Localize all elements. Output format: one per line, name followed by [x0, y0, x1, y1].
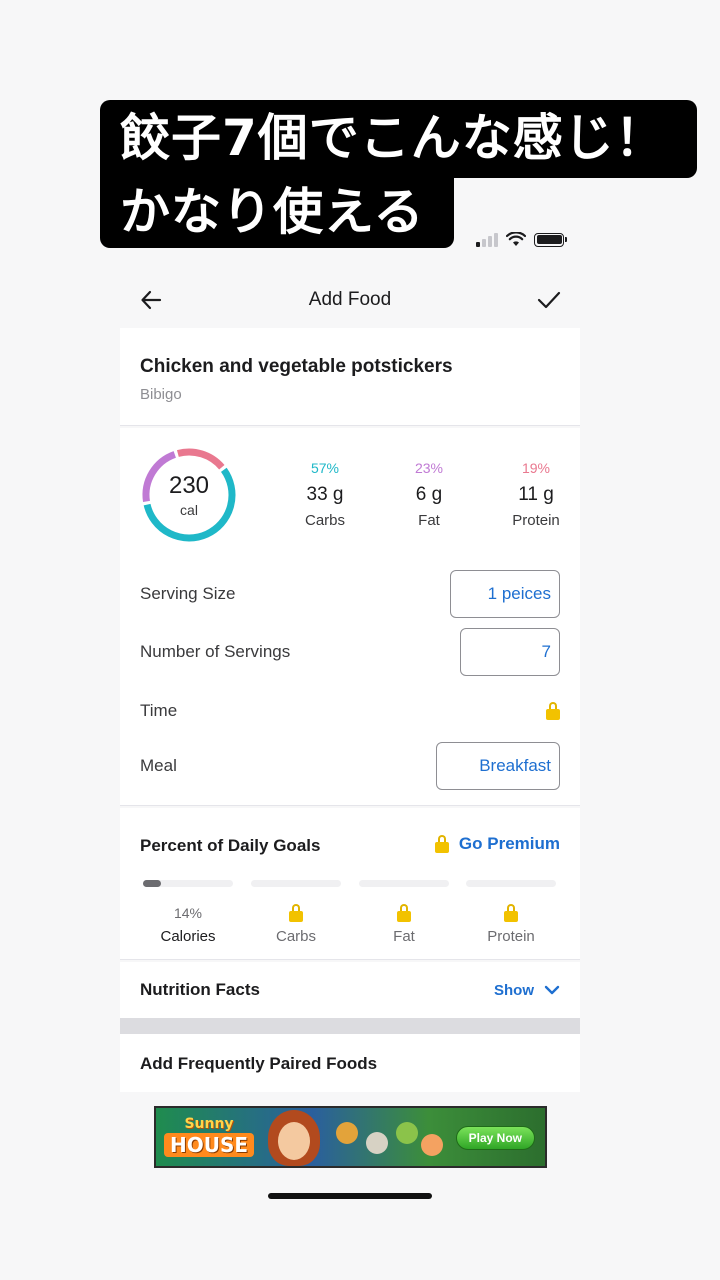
calorie-value: 230: [168, 472, 210, 499]
go-premium-link[interactable]: Go Premium: [434, 834, 560, 854]
macro-summary-card: 230 cal 57% 33 g Carbs 23% 6 g Fat 19% 1…: [120, 428, 580, 806]
ring-segment-carbs: [143, 467, 236, 542]
go-premium-label: Go Premium: [458, 834, 560, 853]
lock-icon: [397, 904, 411, 922]
goal-value: 14%: [173, 905, 203, 921]
caption-overlay: 餃子7個でこんな感じ！ かなり使える: [100, 100, 697, 248]
ring-segment-fat: [142, 451, 177, 502]
status-bar: [120, 228, 580, 256]
goal-label: Calories: [160, 928, 216, 945]
caption-line-1: 餃子7個でこんな感じ！: [100, 100, 697, 178]
food-info-card: Chicken and vegetable potstickers Bibigo: [120, 328, 580, 426]
time-row: Time: [140, 687, 560, 735]
paired-foods-title: Add Frequently Paired Foods: [140, 1054, 378, 1073]
ad-food-image: [421, 1134, 443, 1156]
food-brand: Bibigo: [140, 386, 182, 403]
confirm-button[interactable]: [536, 287, 562, 313]
macro-label: Protein: [512, 512, 560, 529]
ad-food-image: [336, 1122, 358, 1144]
lock-icon: [289, 904, 303, 922]
battery-icon: [534, 232, 567, 247]
macro-pct: 19%: [521, 460, 551, 476]
goal-label: Fat: [393, 928, 415, 945]
time-label: Time: [140, 701, 178, 720]
nutrition-facts-row[interactable]: Nutrition Facts Show: [120, 962, 580, 1018]
cellular-signal-icon: [476, 232, 498, 247]
ad-food-image: [366, 1132, 388, 1154]
goal-protein: Protein: [466, 904, 556, 945]
macro-carbs: 57% 33 g Carbs: [280, 460, 370, 529]
arrow-left-icon: [141, 290, 162, 310]
macro-amount: 33 g: [306, 484, 344, 505]
ring-segment-protein: [176, 448, 225, 470]
chevron-down-icon: [544, 985, 560, 995]
ad-logo: Sunny HOUSE: [164, 1116, 254, 1160]
goal-fat: Fat: [359, 904, 449, 945]
calorie-ring-chart: [142, 448, 236, 542]
macro-amount: 6 g: [415, 484, 443, 505]
daily-goals-card: Percent of Daily Goals Go Premium 14% Ca…: [120, 808, 580, 960]
top-nav-bar: Add Food: [120, 270, 580, 330]
goal-progress-bar: [359, 880, 449, 887]
goal-calories: 14% Calories: [143, 904, 233, 945]
goal-progress-bar: [466, 880, 556, 887]
ad-character-image: [268, 1110, 320, 1166]
page-title: Add Food: [308, 289, 392, 310]
ad-play-now-button[interactable]: Play Now: [455, 1126, 535, 1150]
show-label: Show: [494, 981, 534, 999]
back-button[interactable]: [138, 287, 164, 313]
macro-protein: 19% 11 g Protein: [491, 460, 581, 529]
ad-banner[interactable]: Sunny HOUSE Play Now: [154, 1106, 547, 1168]
food-name: Chicken and vegetable potstickers: [140, 356, 453, 377]
caption-line-2: かなり使える: [100, 178, 454, 248]
macro-amount: 11 g: [518, 484, 554, 505]
show-nutrition-button[interactable]: Show: [494, 982, 560, 999]
lock-icon: [504, 904, 518, 922]
serving-size-label: Serving Size: [140, 584, 236, 603]
goal-label: Carbs: [275, 928, 316, 945]
servings-label: Number of Servings: [140, 642, 291, 661]
ad-food-image: [396, 1122, 418, 1144]
goal-progress-bar: [143, 880, 233, 887]
macro-label: Fat: [418, 512, 440, 529]
macro-pct: 57%: [310, 460, 340, 476]
servings-field[interactable]: 7: [460, 628, 560, 676]
checkmark-icon: [537, 291, 561, 309]
goal-progress-bar: [251, 880, 341, 887]
servings-row: Number of Servings 7: [140, 628, 560, 676]
macro-label: Carbs: [304, 512, 345, 529]
nutrition-facts-title: Nutrition Facts: [140, 980, 260, 999]
section-divider: [120, 1018, 580, 1034]
goal-label: Protein: [487, 928, 535, 945]
wifi-icon: [506, 232, 526, 246]
meal-label: Meal: [140, 756, 177, 775]
paired-foods-row[interactable]: Add Frequently Paired Foods: [120, 1034, 580, 1092]
calorie-unit: cal: [180, 502, 198, 518]
meal-row: Meal Breakfast: [140, 742, 560, 790]
lock-icon[interactable]: [546, 702, 560, 720]
serving-size-field[interactable]: 1 peices: [450, 570, 560, 618]
meal-field[interactable]: Breakfast: [436, 742, 560, 790]
serving-size-row: Serving Size 1 peices: [140, 570, 560, 618]
lock-icon: [434, 835, 449, 853]
macro-pct: 23%: [414, 460, 444, 476]
home-indicator: [268, 1193, 432, 1199]
goals-title: Percent of Daily Goals: [140, 836, 321, 855]
goal-carbs: Carbs: [251, 904, 341, 945]
macro-fat: 23% 6 g Fat: [384, 460, 474, 529]
